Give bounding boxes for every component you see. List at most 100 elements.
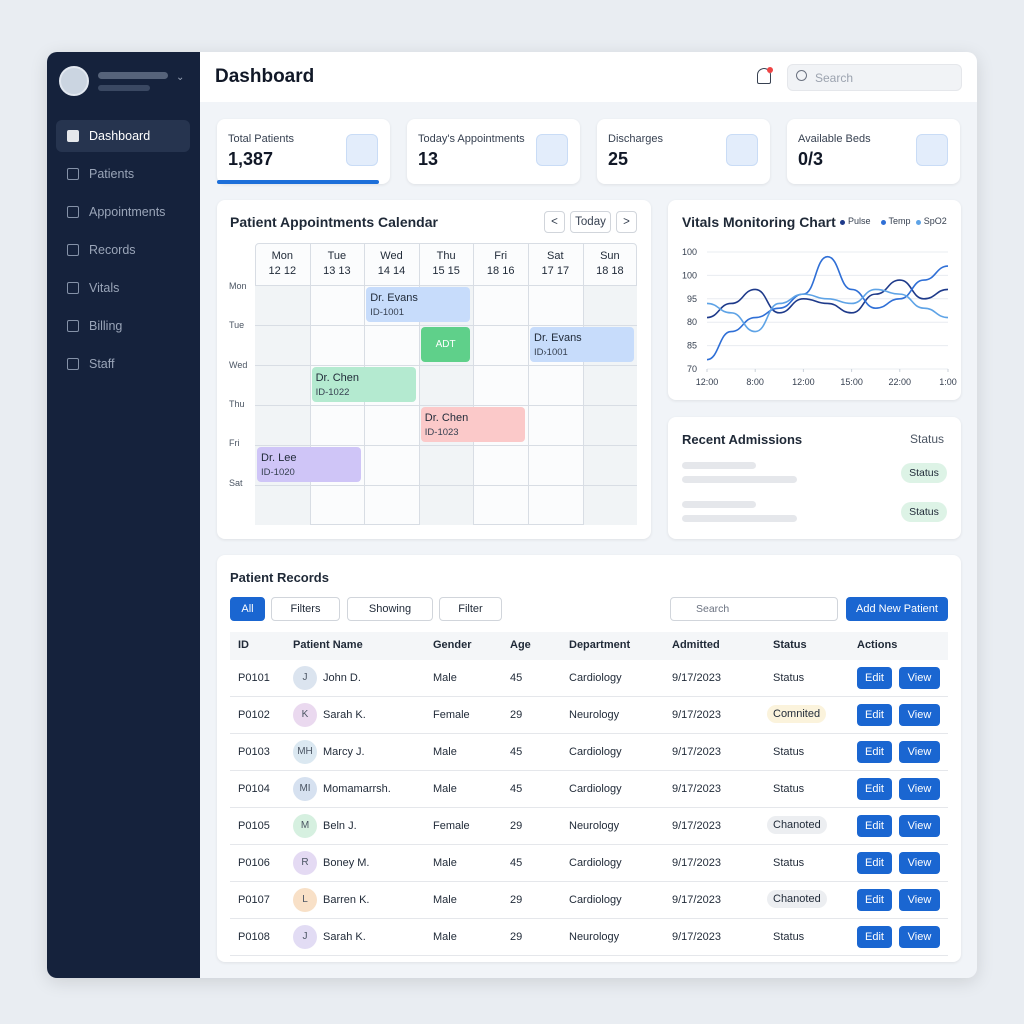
calendar-next[interactable]: >	[616, 211, 637, 233]
column-header[interactable]: Age	[510, 639, 531, 651]
cell: 45	[510, 672, 523, 684]
avatar	[59, 66, 89, 96]
table-search[interactable]	[670, 597, 838, 621]
filter-button[interactable]: Showing	[347, 597, 433, 621]
sidebar	[47, 52, 200, 978]
x-tick-label: 22:00	[889, 377, 912, 387]
nav-item[interactable]: Dashboard	[89, 129, 151, 143]
nav-item[interactable]: Vitals	[89, 281, 120, 295]
view-button[interactable]: View	[899, 852, 940, 874]
column-header[interactable]: Patient Name	[293, 639, 363, 651]
y-tick-label: 100	[682, 247, 697, 257]
calendar-event[interactable]	[420, 407, 525, 442]
nav-item[interactable]: Records	[89, 243, 136, 257]
search-box[interactable]	[787, 64, 962, 91]
view-button[interactable]: View	[899, 778, 940, 800]
bell[interactable]	[757, 68, 771, 84]
event-id: ID-1022	[315, 387, 350, 398]
calendar-event[interactable]	[420, 327, 471, 362]
stat-value: 25	[608, 149, 629, 169]
edit-button[interactable]: Edit	[857, 667, 892, 689]
column-header[interactable]: Status	[773, 639, 807, 651]
calendar-today[interactable]: Today	[570, 211, 611, 233]
legend-dot	[915, 220, 921, 225]
cell: Male	[433, 783, 457, 795]
column-header[interactable]: Gender	[433, 639, 472, 651]
calendar-event[interactable]	[366, 287, 471, 322]
cell: Beln J.	[323, 820, 357, 832]
calendar-event[interactable]	[311, 367, 416, 402]
calendar-vline	[473, 243, 475, 525]
calendar-vline	[582, 243, 584, 525]
profile-bar	[98, 85, 150, 91]
edit-button[interactable]: Edit	[857, 889, 892, 911]
nav-icon	[67, 168, 79, 180]
nav-item[interactable]: Appointments	[89, 205, 166, 219]
event-title: Dr. Chen	[315, 372, 360, 384]
filter-button[interactable]: Filter	[439, 597, 502, 621]
cell: 9/17/2023	[672, 857, 721, 869]
cell: Sarah K.	[323, 931, 366, 943]
x-tick-label: 12:00	[696, 377, 719, 387]
cell: 45	[510, 857, 523, 869]
view-button[interactable]: View	[899, 667, 940, 689]
row-divider	[230, 918, 948, 919]
edit-button[interactable]: Edit	[857, 926, 892, 948]
column-header[interactable]: ID	[238, 639, 249, 651]
nav-item[interactable]: Patients	[89, 167, 135, 181]
filter-button[interactable]: All	[230, 597, 265, 621]
nav-item[interactable]: Billing	[89, 319, 123, 333]
view-button[interactable]: View	[899, 741, 940, 763]
edit-button[interactable]: Edit	[857, 741, 892, 763]
event-id: ID-1020	[261, 467, 295, 478]
stat-value: 13	[418, 149, 439, 169]
avatar: J	[293, 925, 317, 949]
vitals-chart: 70 85 80 95 100 100 12:00 8:00 12:00 15:00 22:00 1:…	[682, 247, 957, 387]
filter-button[interactable]: Filters	[271, 597, 340, 621]
cell: Male	[433, 857, 457, 869]
column-header[interactable]: Admitted	[672, 639, 720, 651]
y-tick-label: 85	[687, 341, 697, 351]
edit-button[interactable]: Edit	[857, 852, 892, 874]
cell: Male	[433, 672, 457, 684]
cell: 9/17/2023	[672, 894, 721, 906]
view-button[interactable]: View	[899, 926, 940, 948]
calendar-hline	[255, 445, 638, 446]
cell: Male	[433, 746, 457, 758]
edit-button[interactable]: Edit	[857, 778, 892, 800]
legend-label: SpO2	[923, 216, 947, 226]
bell-dot	[767, 67, 773, 73]
avatar: R	[293, 851, 317, 875]
calendar-event[interactable]	[530, 327, 635, 362]
cell: John D.	[323, 672, 361, 684]
add-button[interactable]: Add New Patient	[846, 597, 948, 621]
series-line	[706, 255, 949, 361]
calendar-row-label: Thu	[229, 398, 245, 409]
stat-label: Total Patients	[228, 133, 295, 145]
column-header[interactable]: Actions	[857, 639, 898, 651]
avatar: MI	[293, 777, 317, 801]
placeholder-line	[682, 462, 756, 469]
admissions-status: Status	[910, 432, 945, 446]
calendar-prev[interactable]: <	[544, 211, 565, 233]
calendar-row-label: Fri	[229, 438, 240, 449]
nav-item[interactable]: Staff	[89, 357, 115, 371]
calendar-date: 17 17	[541, 265, 570, 277]
cell: Cardiology	[569, 746, 622, 758]
edit-button[interactable]: Edit	[857, 815, 892, 837]
calendar-hline	[255, 485, 638, 486]
series-line	[706, 279, 949, 319]
chevron[interactable]: ⌄	[176, 72, 185, 83]
column-header[interactable]: Department	[569, 639, 631, 651]
view-button[interactable]: View	[899, 704, 940, 726]
cell: Female	[433, 820, 470, 832]
edit-button[interactable]: Edit	[857, 704, 892, 726]
view-button[interactable]: View	[899, 889, 940, 911]
cell: 45	[510, 783, 523, 795]
nav-icon	[67, 358, 79, 370]
view-button[interactable]: View	[899, 815, 940, 837]
calendar-event[interactable]	[257, 447, 362, 482]
legend-dot	[880, 220, 886, 225]
cell-id: P0101	[238, 672, 270, 684]
